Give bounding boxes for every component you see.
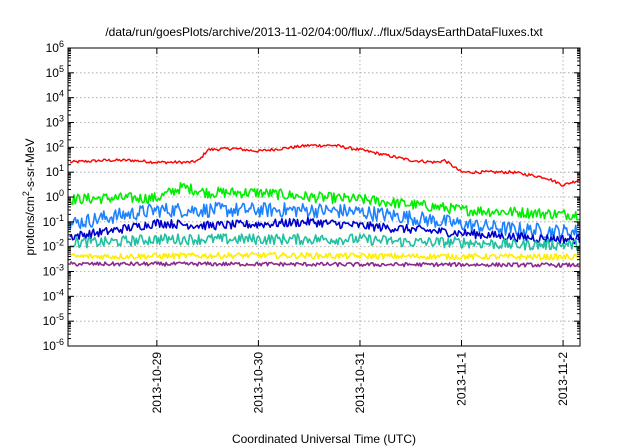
y-axis-label: protons/cm2-s-sr-MeV — [21, 138, 37, 255]
y-tick-label: 104 — [46, 89, 64, 105]
y-tick-exp: -5 — [56, 312, 64, 322]
y-tick-base: 10 — [46, 91, 60, 105]
x-axis-label: Coordinated Universal Time (UTC) — [232, 432, 416, 446]
y-tick-labels: 10-610-510-410-310-210-11001011021031041… — [43, 39, 64, 353]
y-tick-label: 10-4 — [43, 287, 64, 303]
chart-title: /data/run/goesPlots/archive/2013-11-02/0… — [105, 25, 543, 39]
y-tick-exp: -1 — [56, 213, 64, 223]
y-axis-label-rest: -s-sr-MeV — [23, 138, 37, 191]
x-tick-label: 2013-11-2 — [556, 352, 570, 406]
y-tick-exp: 6 — [59, 39, 64, 49]
y-tick-base: 10 — [46, 165, 60, 179]
y-tick-exp: 0 — [59, 188, 64, 198]
y-tick-label: 105 — [46, 64, 64, 80]
x-tick-labels: 2013-10-29 2013-10-30 2013-10-31 2013-11-1 2… — [150, 352, 570, 414]
y-tick-label: 10-1 — [43, 213, 64, 229]
y-tick-exp: 5 — [59, 64, 64, 74]
y-tick-exp: -2 — [56, 238, 64, 248]
y-tick-label: 100 — [46, 188, 64, 204]
x-tick-label: 2013-10-29 — [150, 352, 164, 414]
y-tick-label: 10-3 — [43, 263, 64, 279]
y-tick-label: 101 — [46, 163, 64, 179]
y-axis-label-sup: 2 — [21, 191, 31, 196]
series-line — [69, 233, 581, 251]
x-tick-label: 2013-10-31 — [353, 352, 367, 414]
y-tick-label: 10-6 — [43, 337, 64, 353]
y-tick-exp: -4 — [56, 287, 64, 297]
y-tick-base: 10 — [46, 140, 60, 154]
y-tick-base: 10 — [43, 240, 57, 254]
series-line — [69, 261, 580, 268]
y-tick-base: 10 — [46, 116, 60, 130]
x-tick-label: 2013-11-1 — [455, 352, 469, 406]
series-line — [69, 251, 581, 261]
y-tick-label: 102 — [46, 138, 64, 154]
series-line — [69, 143, 580, 187]
y-tick-base: 10 — [43, 314, 57, 328]
y-tick-exp: -3 — [56, 263, 64, 273]
y-tick-label: 106 — [46, 39, 64, 55]
y-axis-label-base: protons/cm — [23, 196, 37, 255]
y-tick-exp: -6 — [56, 337, 64, 347]
y-tick-base: 10 — [46, 41, 60, 55]
series-line — [69, 201, 581, 240]
y-tick-base: 10 — [46, 190, 60, 204]
y-tick-base: 10 — [43, 215, 57, 229]
y-tick-base: 10 — [43, 339, 57, 353]
y-tick-base: 10 — [43, 265, 57, 279]
y-tick-label: 10-2 — [43, 238, 64, 254]
y-tick-base: 10 — [46, 66, 60, 80]
series-line — [69, 182, 580, 221]
y-tick-exp: 4 — [59, 89, 64, 99]
series-line — [69, 216, 581, 245]
y-tick-exp: 1 — [59, 163, 64, 173]
y-tick-label: 103 — [46, 114, 64, 130]
y-tick-exp: 2 — [59, 138, 64, 148]
x-tick-label: 2013-10-30 — [251, 352, 265, 414]
y-tick-label: 10-5 — [43, 312, 64, 328]
y-tick-base: 10 — [43, 289, 57, 303]
plot-frame — [67, 47, 581, 347]
series-group — [69, 143, 581, 268]
y-tick-exp: 3 — [59, 114, 64, 124]
